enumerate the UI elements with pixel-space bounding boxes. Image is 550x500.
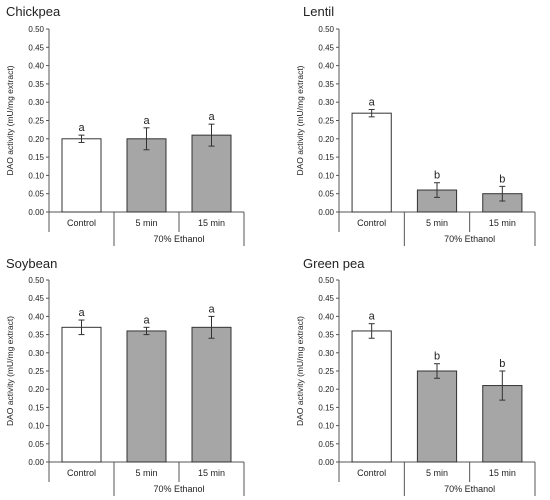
y-tick-label: 0.45 — [28, 43, 44, 52]
x-tick-label: 5 min — [426, 468, 448, 478]
y-tick-label: 0.05 — [318, 190, 334, 199]
chart-panel-1: Chickpea 0.00 0.05 0.10 0.15 0.20 0.25 0.30 0.35… — [5, 4, 245, 246]
x-group-label: 70% Ethanol — [153, 234, 204, 244]
y-tick-label: 0.50 — [28, 276, 44, 285]
x-group-label: 70% Ethanol — [153, 484, 204, 494]
y-tick-label: 0.10 — [28, 171, 44, 180]
y-tick-label: 0.35 — [28, 331, 44, 340]
chart-panel-4: Green pea 0.00 0.05 0.10 0.15 0.20 0.25 0.30 0.3… — [295, 256, 536, 496]
significance-label: b — [499, 358, 505, 370]
y-tick-label: 0.00 — [318, 208, 334, 217]
y-tick-label: 0.45 — [318, 294, 334, 303]
x-tick-label: 5 min — [135, 218, 157, 228]
x-tick-label: Control — [357, 218, 386, 228]
y-tick-label: 0.00 — [28, 458, 44, 467]
y-tick-label: 0.25 — [28, 367, 44, 376]
y-tick-label: 0.20 — [318, 135, 334, 144]
y-tick-label: 0.25 — [318, 117, 334, 126]
significance-label: a — [369, 97, 376, 109]
y-tick-label: 0.10 — [318, 171, 334, 180]
y-tick-label: 0.30 — [318, 98, 334, 107]
bar — [351, 112, 392, 213]
y-tick-label: 0.20 — [28, 385, 44, 394]
chart-panel-3: Soybean 0.00 0.05 0.10 0.15 0.20 0.25 0.30 0.35 0… — [5, 256, 245, 496]
y-axis-label: DAO activity (mU/mg extract) — [5, 65, 15, 175]
bar — [126, 138, 167, 213]
x-tick-label: 15 min — [198, 218, 225, 228]
bar — [351, 330, 392, 463]
y-tick-label: 0.50 — [318, 276, 334, 285]
significance-label: a — [369, 311, 376, 323]
x-tick-label: 15 min — [489, 218, 516, 228]
y-tick-label: 0.35 — [318, 331, 334, 340]
significance-label: a — [78, 307, 85, 319]
y-tick-label: 0.20 — [28, 135, 44, 144]
y-tick-label: 0.15 — [318, 153, 334, 162]
significance-label: b — [434, 351, 440, 363]
y-tick-label: 0.05 — [28, 440, 44, 449]
bar — [416, 370, 458, 463]
y-tick-label: 0.05 — [28, 190, 44, 199]
y-tick-label: 0.10 — [318, 422, 334, 431]
y-tick-label: 0.25 — [28, 117, 44, 126]
x-tick-label: Control — [67, 218, 96, 228]
x-tick-label: 5 min — [426, 218, 448, 228]
y-tick-label: 0.30 — [28, 349, 44, 358]
y-tick-label: 0.30 — [28, 98, 44, 107]
chart-title: Lentil — [303, 4, 334, 19]
significance-label: a — [143, 115, 150, 127]
significance-label: a — [143, 314, 150, 326]
y-tick-label: 0.40 — [318, 62, 334, 71]
bar — [126, 330, 167, 463]
bar — [61, 138, 102, 213]
chart-title: Green pea — [303, 256, 365, 271]
y-tick-label: 0.50 — [28, 25, 44, 34]
bar — [191, 326, 232, 463]
x-tick-label: Control — [67, 468, 96, 478]
bar — [191, 134, 232, 213]
x-tick-label: Control — [357, 468, 386, 478]
significance-label: a — [208, 111, 215, 123]
x-group-label: 70% Ethanol — [444, 484, 495, 494]
chart-title: Soybean — [6, 256, 57, 271]
significance-label: b — [434, 170, 440, 182]
y-tick-label: 0.00 — [318, 458, 334, 467]
y-tick-label: 0.40 — [28, 312, 44, 321]
x-group-label: 70% Ethanol — [444, 234, 495, 244]
y-tick-label: 0.30 — [318, 349, 334, 358]
y-tick-label: 0.15 — [28, 153, 44, 162]
x-tick-label: 5 min — [135, 468, 157, 478]
y-tick-label: 0.35 — [318, 80, 334, 89]
y-tick-label: 0.05 — [318, 440, 334, 449]
bar — [61, 326, 102, 463]
y-axis-label: DAO activity (mU/mg extract) — [295, 316, 305, 426]
y-axis-label: DAO activity (mU/mg extract) — [295, 65, 305, 175]
y-tick-label: 0.45 — [318, 43, 334, 52]
x-tick-label: 15 min — [198, 468, 225, 478]
y-tick-label: 0.50 — [318, 25, 334, 34]
chart-title: Chickpea — [6, 4, 61, 19]
significance-label: a — [78, 122, 85, 134]
significance-label: a — [208, 303, 215, 315]
y-tick-label: 0.40 — [28, 62, 44, 71]
y-tick-label: 0.15 — [28, 403, 44, 412]
y-tick-label: 0.20 — [318, 385, 334, 394]
significance-label: b — [499, 173, 505, 185]
chart-panel-2: Lentil 0.00 0.05 0.10 0.15 0.20 0.25 0.30 0.35 0.… — [295, 4, 536, 246]
y-tick-label: 0.35 — [28, 80, 44, 89]
y-tick-label: 0.10 — [28, 422, 44, 431]
y-tick-label: 0.40 — [318, 312, 334, 321]
y-tick-label: 0.25 — [318, 367, 334, 376]
y-axis-label: DAO activity (mU/mg extract) — [5, 316, 15, 426]
y-tick-label: 0.00 — [28, 208, 44, 217]
x-tick-label: 15 min — [489, 468, 516, 478]
y-tick-label: 0.15 — [318, 403, 334, 412]
y-tick-label: 0.45 — [28, 294, 44, 303]
